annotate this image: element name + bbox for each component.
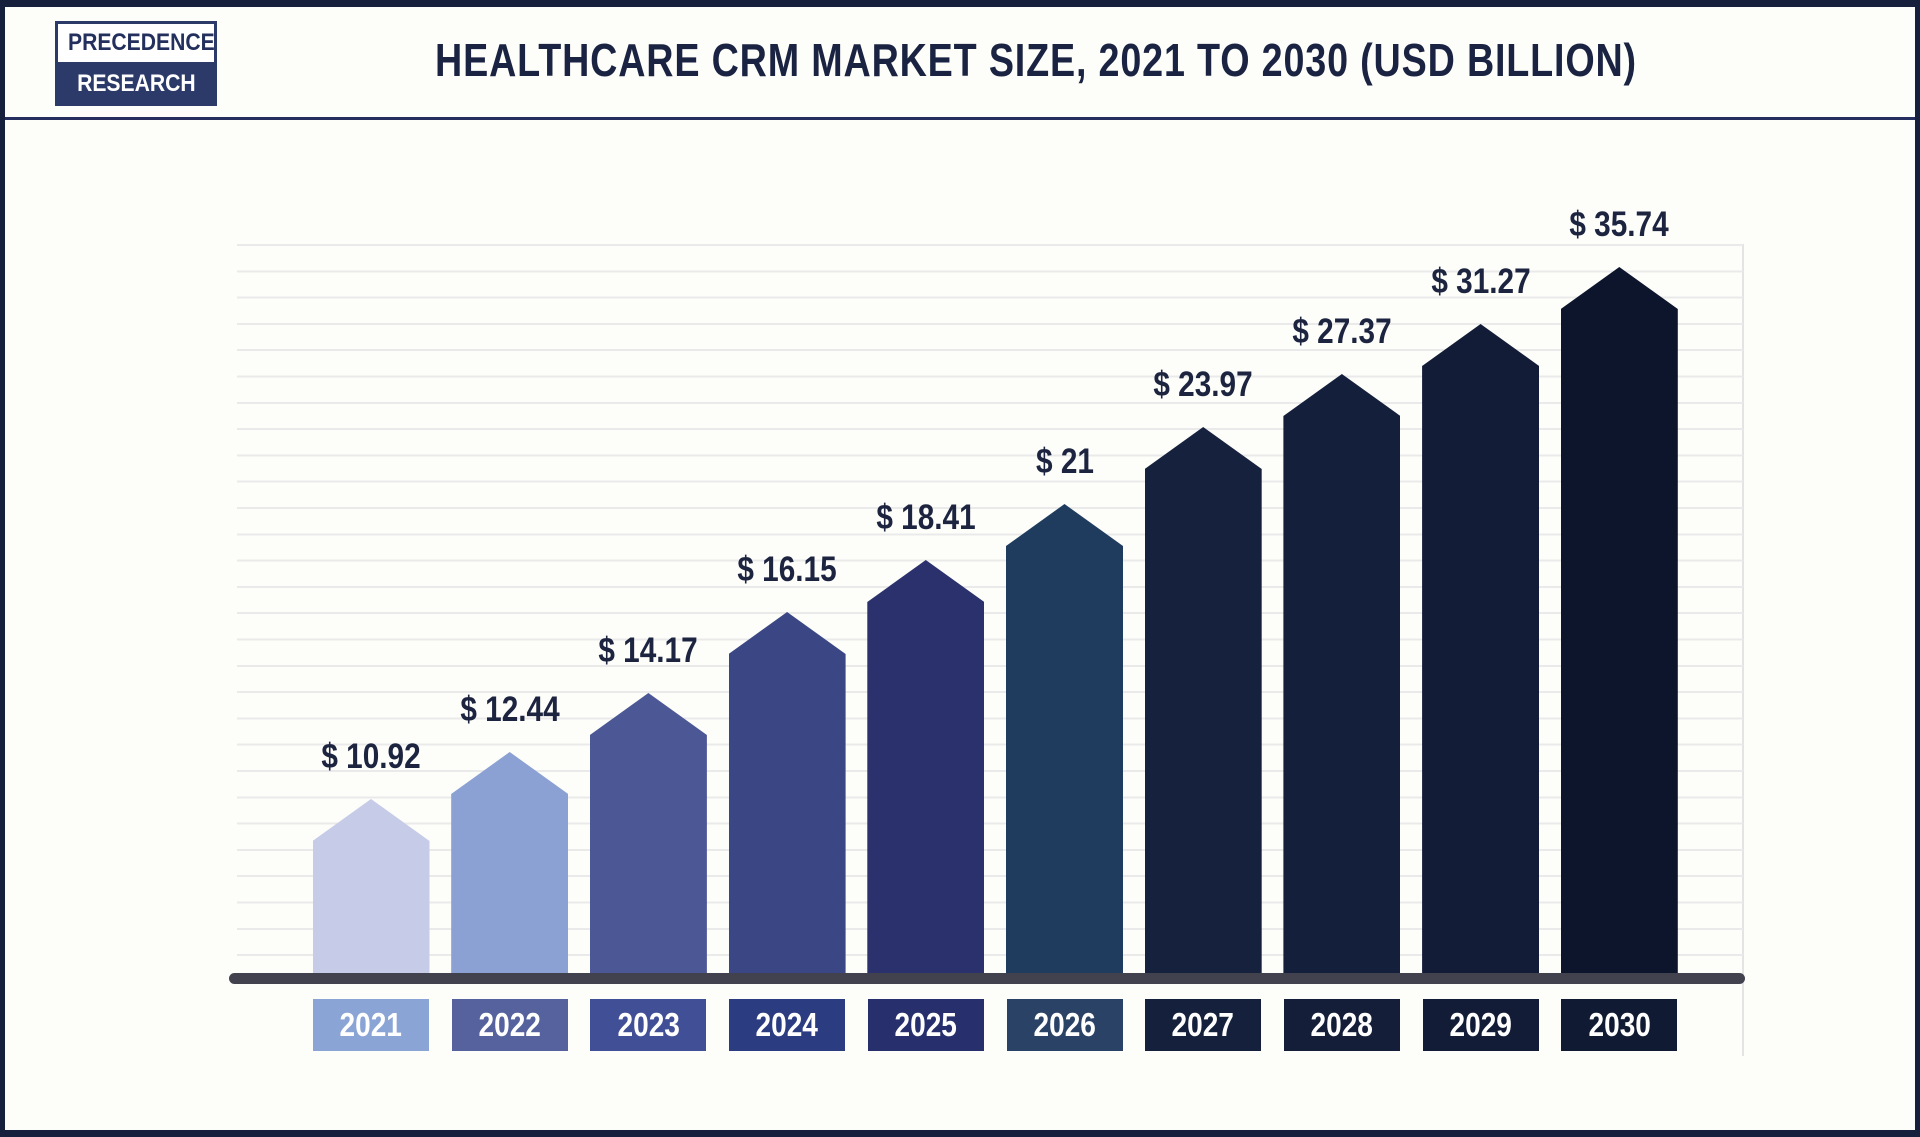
- bar-2026: [1006, 504, 1123, 979]
- value-label-2024: $ 16.15: [737, 550, 837, 589]
- bar-2028: [1283, 374, 1401, 979]
- header-divider: [5, 117, 1915, 120]
- year-label-2028: 2028: [1283, 999, 1400, 1051]
- bar-2025: [867, 560, 985, 979]
- year-label-2023: 2023: [590, 999, 707, 1051]
- value-label-2021: $ 10.92: [321, 737, 421, 776]
- year-label-2030: 2030: [1561, 999, 1678, 1051]
- year-label-2024: 2024: [729, 999, 846, 1051]
- bar-2027: [1144, 427, 1262, 979]
- year-label-2029: 2029: [1422, 999, 1539, 1051]
- value-label-2027: $ 23.97: [1153, 365, 1253, 404]
- bar-2029: [1422, 324, 1540, 979]
- year-label-2025: 2025: [867, 999, 984, 1051]
- bar-2024: [728, 612, 846, 979]
- year-label-2022: 2022: [451, 999, 568, 1051]
- value-label-2023: $ 14.17: [598, 631, 699, 670]
- year-label-2027: 2027: [1145, 999, 1262, 1051]
- precedence-research-logo: PRECEDENCE RESEARCH: [55, 21, 217, 106]
- chart-title: HEALTHCARE CRM MARKET SIZE, 2021 TO 2030…: [435, 34, 1638, 86]
- year-label-2026: 2026: [1006, 999, 1123, 1051]
- bar-2023: [589, 693, 707, 979]
- plot-area: $ 10.92 $ 12.44 $ 14.17 $ 16.15 $ 18.41 $ 21 $…: [237, 205, 1743, 979]
- x-axis-labels: 2021 2022 2023 2024 2025 2026 2027 2028 2029 2030: [237, 999, 1743, 1051]
- value-label-2028: $ 27.37: [1292, 312, 1392, 351]
- logo-line-2: RESEARCH: [58, 65, 214, 103]
- bar-2030: [1560, 267, 1678, 979]
- plot-right-edge-line: [1742, 244, 1744, 1056]
- value-label-2025: $ 18.41: [876, 498, 976, 537]
- value-label-2026: $ 21: [1035, 442, 1094, 481]
- logo-line-1: PRECEDENCE: [58, 24, 215, 65]
- bar-2022: [451, 752, 569, 979]
- value-label-2022: $ 12.44: [460, 690, 560, 729]
- x-axis-baseline: [229, 973, 1745, 984]
- value-label-2029: $ 31.27: [1430, 262, 1531, 301]
- bar-2021: [312, 799, 430, 979]
- value-label-2030: $ 35.74: [1569, 205, 1669, 244]
- year-label-2021: 2021: [313, 999, 429, 1051]
